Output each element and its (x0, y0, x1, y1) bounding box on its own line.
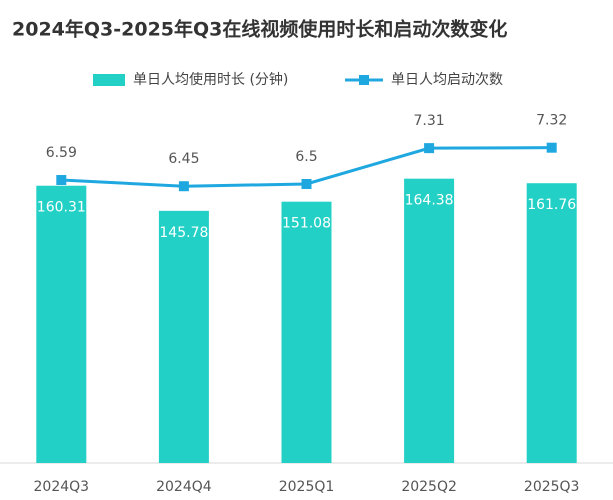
x-tick-label: 2025Q3 (524, 479, 580, 495)
line-marker (301, 179, 312, 189)
legend-swatch (93, 74, 125, 86)
line-value-label: 7.31 (414, 113, 445, 129)
line-marker (56, 175, 67, 186)
bar (36, 185, 87, 463)
bar (158, 210, 209, 463)
line-marker (178, 181, 189, 192)
line-marker (424, 143, 435, 154)
line-marker (546, 142, 557, 153)
bar (526, 183, 577, 463)
x-tick-label: 2025Q2 (401, 479, 457, 495)
bar-value-label: 161.76 (527, 197, 576, 213)
bar-value-label: 151.08 (282, 216, 331, 232)
x-tick-label: 2025Q1 (279, 479, 335, 495)
bar-value-label: 145.78 (159, 225, 208, 241)
legend-label: 单日人均使用时长 (分钟) (133, 71, 288, 88)
line-value-label: 7.32 (536, 113, 567, 129)
legend-label: 单日人均启动次数 (391, 72, 503, 88)
legend-marker (359, 75, 369, 85)
bar-value-label: 160.31 (37, 200, 86, 216)
bar-value-label: 164.38 (405, 193, 454, 209)
x-tick-label: 2024Q4 (156, 479, 212, 495)
bar (404, 178, 455, 463)
bar (281, 201, 332, 464)
chart-title: 2024年Q3-2025年Q3在线视频使用时长和启动次数变化 (12, 18, 507, 41)
line-value-label: 6.59 (46, 145, 77, 161)
line-value-label: 6.45 (168, 151, 199, 167)
x-tick-label: 2024Q3 (34, 479, 90, 495)
line-value-label: 6.5 (295, 149, 317, 165)
